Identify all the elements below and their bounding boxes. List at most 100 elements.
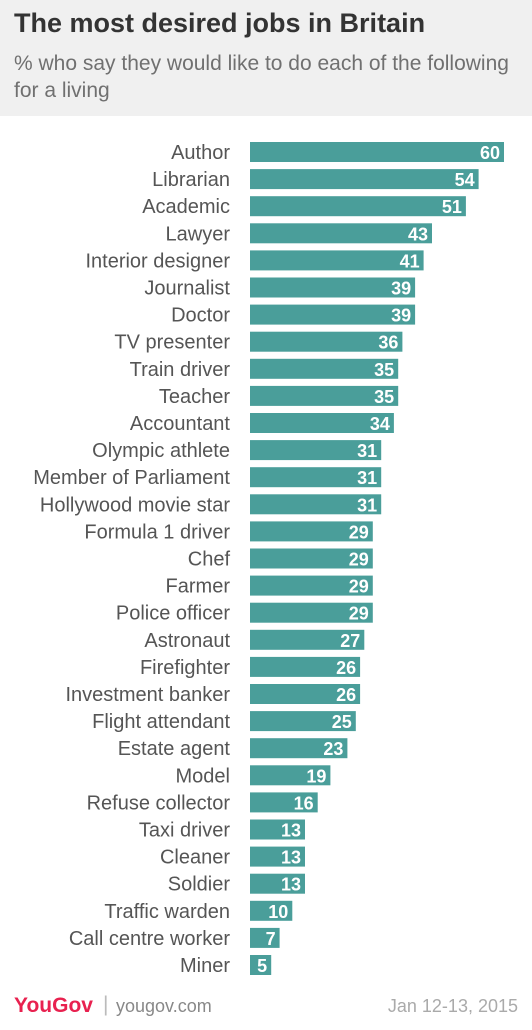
category-label: Model — [176, 765, 230, 787]
bar — [250, 548, 373, 569]
footer-separator: | — [103, 993, 109, 1016]
category-label: Academic — [142, 196, 230, 218]
value-label: 31 — [357, 468, 377, 488]
value-label: 60 — [480, 143, 500, 163]
value-label: 35 — [374, 387, 394, 407]
chart-title: The most desired jobs in Britain — [14, 8, 426, 38]
value-label: 23 — [323, 739, 343, 759]
bar — [250, 873, 305, 894]
value-label: 29 — [349, 522, 369, 542]
value-label: 35 — [374, 360, 394, 380]
bar — [250, 927, 280, 948]
category-label: Doctor — [171, 305, 230, 327]
bar — [250, 467, 382, 488]
bar — [250, 196, 466, 217]
category-label: Flight attendant — [92, 711, 230, 733]
bar — [250, 900, 293, 921]
header: The most desired jobs in Britain % who s… — [0, 0, 532, 116]
category-label: Train driver — [130, 359, 231, 381]
bar — [250, 494, 382, 515]
category-label: Hollywood movie star — [40, 494, 230, 516]
bar — [250, 955, 272, 975]
category-label: Lawyer — [166, 223, 231, 245]
survey-date: Jan 12-13, 2015 — [387, 996, 518, 1016]
category-label: Interior designer — [85, 250, 230, 272]
footer: YouGov | yougov.com Jan 12-13, 2015 — [0, 988, 532, 1030]
value-label: 41 — [400, 251, 420, 271]
category-label: Olympic athlete — [92, 440, 230, 462]
category-label: Author — [171, 142, 230, 164]
value-label: 26 — [336, 685, 356, 705]
category-label: Chef — [188, 549, 231, 571]
bar — [250, 385, 399, 406]
category-label: Formula 1 driver — [84, 521, 230, 543]
category-label: Librarian — [152, 169, 230, 191]
bar — [250, 358, 399, 379]
value-label: 51 — [442, 197, 462, 217]
bar — [250, 575, 373, 596]
value-label: 7 — [266, 929, 276, 949]
value-label: 43 — [408, 224, 428, 244]
value-label: 13 — [281, 875, 301, 895]
bar — [250, 684, 361, 704]
bar — [250, 223, 432, 244]
bar — [250, 819, 305, 840]
site-link[interactable]: yougov.com — [116, 996, 212, 1016]
chart-subtitle: % who say they would like to do each of … — [14, 52, 509, 102]
category-label: Journalist — [144, 278, 230, 300]
bar — [250, 711, 356, 732]
category-label: Taxi driver — [139, 820, 230, 842]
bar-chart: Author 60 Librarian 54 Academic 51 Lawyer 43 Int… — [33, 142, 504, 977]
bar — [250, 413, 394, 433]
bar — [250, 629, 365, 650]
value-label: 39 — [391, 279, 411, 299]
value-label: 26 — [336, 658, 356, 678]
bar — [250, 331, 403, 352]
value-label: 10 — [268, 902, 288, 922]
value-label: 31 — [357, 441, 377, 461]
value-label: 34 — [370, 414, 390, 434]
bar — [250, 656, 361, 677]
value-label: 39 — [391, 306, 411, 326]
category-label: Police officer — [116, 603, 230, 625]
category-label: Farmer — [166, 576, 231, 598]
category-label: Miner — [180, 955, 230, 977]
category-label: Call centre worker — [69, 928, 231, 950]
bar — [250, 277, 416, 298]
category-label: Soldier — [168, 874, 231, 896]
value-label: 29 — [349, 604, 369, 624]
category-label: Member of Parliament — [33, 467, 230, 489]
value-label: 54 — [455, 170, 475, 190]
category-label: Estate agent — [118, 738, 231, 760]
bar — [250, 250, 424, 271]
value-label: 29 — [349, 550, 369, 570]
category-label: TV presenter — [114, 332, 230, 354]
bar — [250, 169, 479, 190]
bar — [250, 765, 331, 786]
value-label: 13 — [281, 821, 301, 841]
category-label: Refuse collector — [87, 792, 231, 814]
yougov-logo[interactable]: YouGov — [14, 994, 93, 1017]
value-label: 29 — [349, 577, 369, 597]
bar — [250, 142, 504, 162]
value-label: 16 — [294, 793, 314, 813]
category-label: Cleaner — [160, 847, 230, 869]
bar — [250, 440, 382, 461]
bar — [250, 602, 373, 623]
value-label: 27 — [340, 631, 360, 651]
category-label: Firefighter — [140, 657, 230, 679]
value-label: 19 — [306, 766, 326, 786]
category-label: Accountant — [130, 413, 231, 435]
bar — [250, 304, 416, 325]
value-label: 31 — [357, 495, 377, 515]
bar — [250, 521, 373, 542]
category-label: Astronaut — [144, 630, 230, 652]
category-label: Investment banker — [65, 684, 230, 706]
value-label: 36 — [378, 333, 398, 353]
value-label: 5 — [257, 956, 267, 976]
value-label: 25 — [332, 712, 352, 732]
value-label: 13 — [281, 848, 301, 868]
bar — [250, 846, 305, 867]
category-label: Traffic warden — [104, 901, 230, 923]
bar — [250, 792, 318, 813]
